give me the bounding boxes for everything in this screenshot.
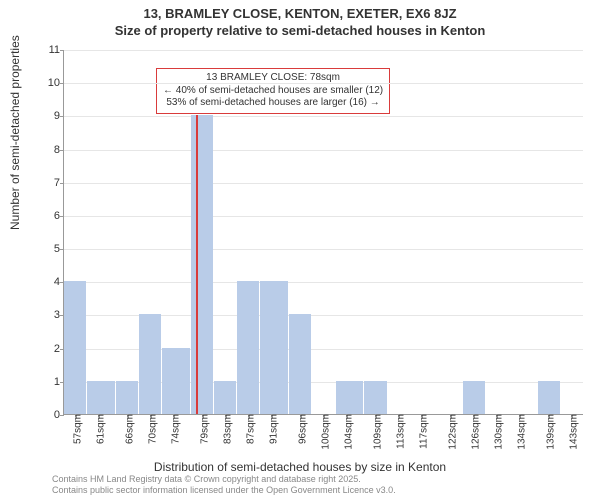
histogram-bar [139, 314, 161, 414]
xtick-label: 134sqm [513, 414, 528, 450]
property-marker-line [196, 115, 198, 414]
ytick-label: 10 [42, 77, 60, 89]
ytick-label: 2 [42, 343, 60, 355]
ytick-label: 4 [42, 276, 60, 288]
xtick-label: 130sqm [490, 414, 505, 450]
xtick-label: 83sqm [218, 414, 233, 444]
histogram-bar [336, 381, 364, 414]
title-line1: 13, BRAMLEY CLOSE, KENTON, EXETER, EX6 8… [0, 6, 600, 23]
histogram-bar [289, 314, 311, 414]
ytick-mark [60, 83, 64, 84]
histogram-bar [538, 381, 560, 414]
xtick-label: 143sqm [565, 414, 580, 450]
xtick-label: 113sqm [392, 414, 407, 449]
histogram-bar [191, 115, 213, 414]
gridline [64, 83, 583, 84]
histogram-bar [214, 381, 236, 414]
xtick-label: 104sqm [340, 414, 355, 450]
ytick-label: 7 [42, 177, 60, 189]
x-axis-label: Distribution of semi-detached houses by … [0, 460, 600, 474]
plot-area: 13 BRAMLEY CLOSE: 78sqm ← 40% of semi-de… [63, 50, 583, 415]
xtick-label: 87sqm [241, 414, 256, 444]
xtick-label: 126sqm [467, 414, 482, 450]
ytick-label: 9 [42, 110, 60, 122]
xtick-label: 122sqm [444, 414, 459, 450]
chart-title: 13, BRAMLEY CLOSE, KENTON, EXETER, EX6 8… [0, 0, 600, 40]
ytick-label: 0 [42, 409, 60, 421]
ytick-label: 3 [42, 309, 60, 321]
credits-line2: Contains public sector information licen… [52, 485, 396, 496]
histogram-bar [237, 281, 259, 414]
gridline [64, 249, 583, 250]
ytick-label: 5 [42, 243, 60, 255]
marker-callout: 13 BRAMLEY CLOSE: 78sqm ← 40% of semi-de… [156, 68, 390, 114]
callout-line3: 53% of semi-detached houses are larger (… [163, 97, 383, 110]
xtick-label: 139sqm [542, 414, 557, 450]
ytick-label: 11 [42, 44, 60, 56]
histogram-bar [260, 281, 288, 414]
gridline [64, 50, 583, 51]
xtick-label: 74sqm [166, 414, 181, 444]
gridline [64, 116, 583, 117]
histogram-bar [364, 381, 386, 414]
histogram-bar [116, 381, 138, 414]
xtick-label: 96sqm [293, 414, 308, 444]
histogram-bar [463, 381, 485, 414]
y-axis-label: Number of semi-detached properties [8, 35, 22, 230]
credits: Contains HM Land Registry data © Crown c… [52, 474, 396, 496]
xtick-label: 61sqm [91, 414, 106, 444]
xtick-label: 57sqm [68, 414, 83, 444]
histogram-bar [87, 381, 115, 414]
ytick-mark [60, 249, 64, 250]
gridline [64, 216, 583, 217]
ytick-label: 8 [42, 144, 60, 156]
histogram-bar [162, 348, 190, 414]
ytick-mark [60, 50, 64, 51]
gridline [64, 282, 583, 283]
title-line2: Size of property relative to semi-detach… [0, 23, 600, 40]
gridline [64, 150, 583, 151]
xtick-label: 70sqm [143, 414, 158, 444]
ytick-mark [60, 183, 64, 184]
ytick-label: 1 [42, 376, 60, 388]
ytick-mark [60, 216, 64, 217]
xtick-label: 79sqm [195, 414, 210, 444]
callout-line2: ← 40% of semi-detached houses are smalle… [163, 85, 383, 98]
xtick-label: 91sqm [265, 414, 280, 444]
ytick-mark [60, 150, 64, 151]
gridline [64, 183, 583, 184]
xtick-label: 100sqm [317, 414, 332, 450]
chart: 13 BRAMLEY CLOSE: 78sqm ← 40% of semi-de… [63, 50, 583, 415]
xtick-label: 117sqm [415, 414, 430, 449]
ytick-mark [60, 415, 64, 416]
xtick-label: 66sqm [120, 414, 135, 444]
ytick-label: 6 [42, 210, 60, 222]
histogram-bar [64, 281, 86, 414]
xtick-label: 109sqm [369, 414, 384, 450]
credits-line1: Contains HM Land Registry data © Crown c… [52, 474, 396, 485]
ytick-mark [60, 116, 64, 117]
